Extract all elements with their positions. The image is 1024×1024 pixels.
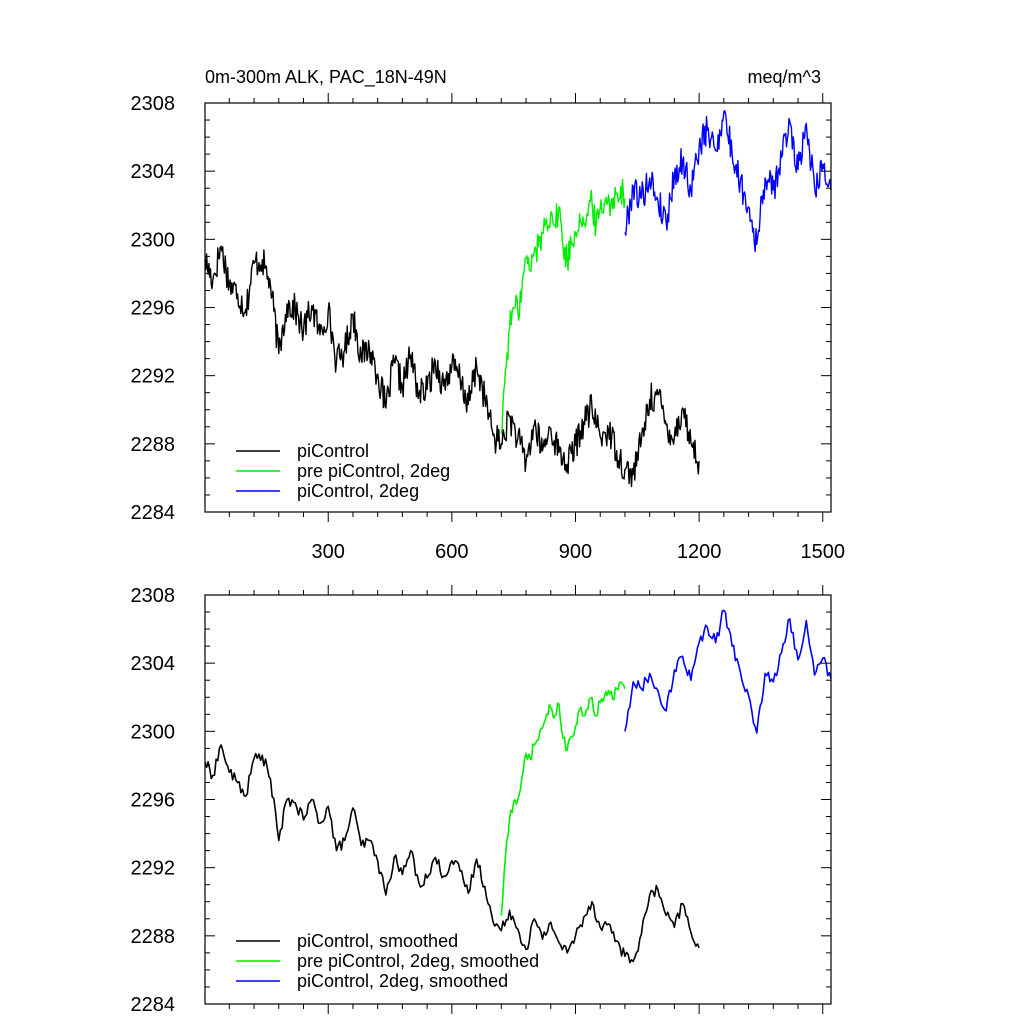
series-line-2 (500, 178, 626, 434)
y-tick-label: 2300 (131, 229, 176, 251)
y-tick-label: 2284 (131, 994, 176, 1016)
legend-label: pre piControl, 2deg, smoothed (297, 951, 539, 971)
y-tick-label: 2300 (131, 721, 176, 743)
units-label: meq/m^3 (748, 67, 821, 87)
y-tick-label: 2296 (131, 298, 176, 320)
y-tick-label: 2292 (131, 858, 176, 880)
y-tick-label: 2304 (131, 653, 176, 675)
chart-title: 0m-300m ALK, PAC_18N-49N (205, 67, 447, 88)
legend-label: piControl, 2deg, smoothed (297, 971, 508, 991)
bottom-panel: 2284 2288 2292 2296 2300 2304 2308 piControl, s… (131, 585, 832, 1016)
y-tick-label: 2308 (131, 93, 176, 115)
y-tick-label: 2288 (131, 434, 176, 456)
y-tick-label: 2304 (131, 161, 176, 183)
x-tick-label: 600 (435, 541, 468, 563)
series-line-3 (624, 109, 832, 253)
y-tick-label: 2308 (131, 585, 176, 607)
legend-label: piControl (297, 441, 369, 461)
legend-label: pre piControl, 2deg (297, 461, 450, 481)
series-line-1 (204, 744, 700, 964)
top-panel: 2284 2288 2292 2296 2300 2304 2308 300 600 900 120… (131, 67, 846, 563)
x-tick-label: 1200 (677, 541, 722, 563)
series-line-1 (204, 245, 700, 488)
y-tick-label: 2292 (131, 366, 176, 388)
y-tick-label: 2296 (131, 790, 176, 812)
y-tick-label: 2284 (131, 502, 176, 524)
x-tick-label: 1500 (801, 541, 846, 563)
x-tick-label: 300 (312, 541, 345, 563)
x-tick-label: 900 (559, 541, 592, 563)
series-line-3 (624, 609, 832, 734)
series-line-2 (500, 681, 626, 916)
y-tick-label: 2288 (131, 926, 176, 948)
legend-label: piControl, 2deg (297, 481, 419, 501)
legend-label: piControl, smoothed (297, 931, 458, 951)
